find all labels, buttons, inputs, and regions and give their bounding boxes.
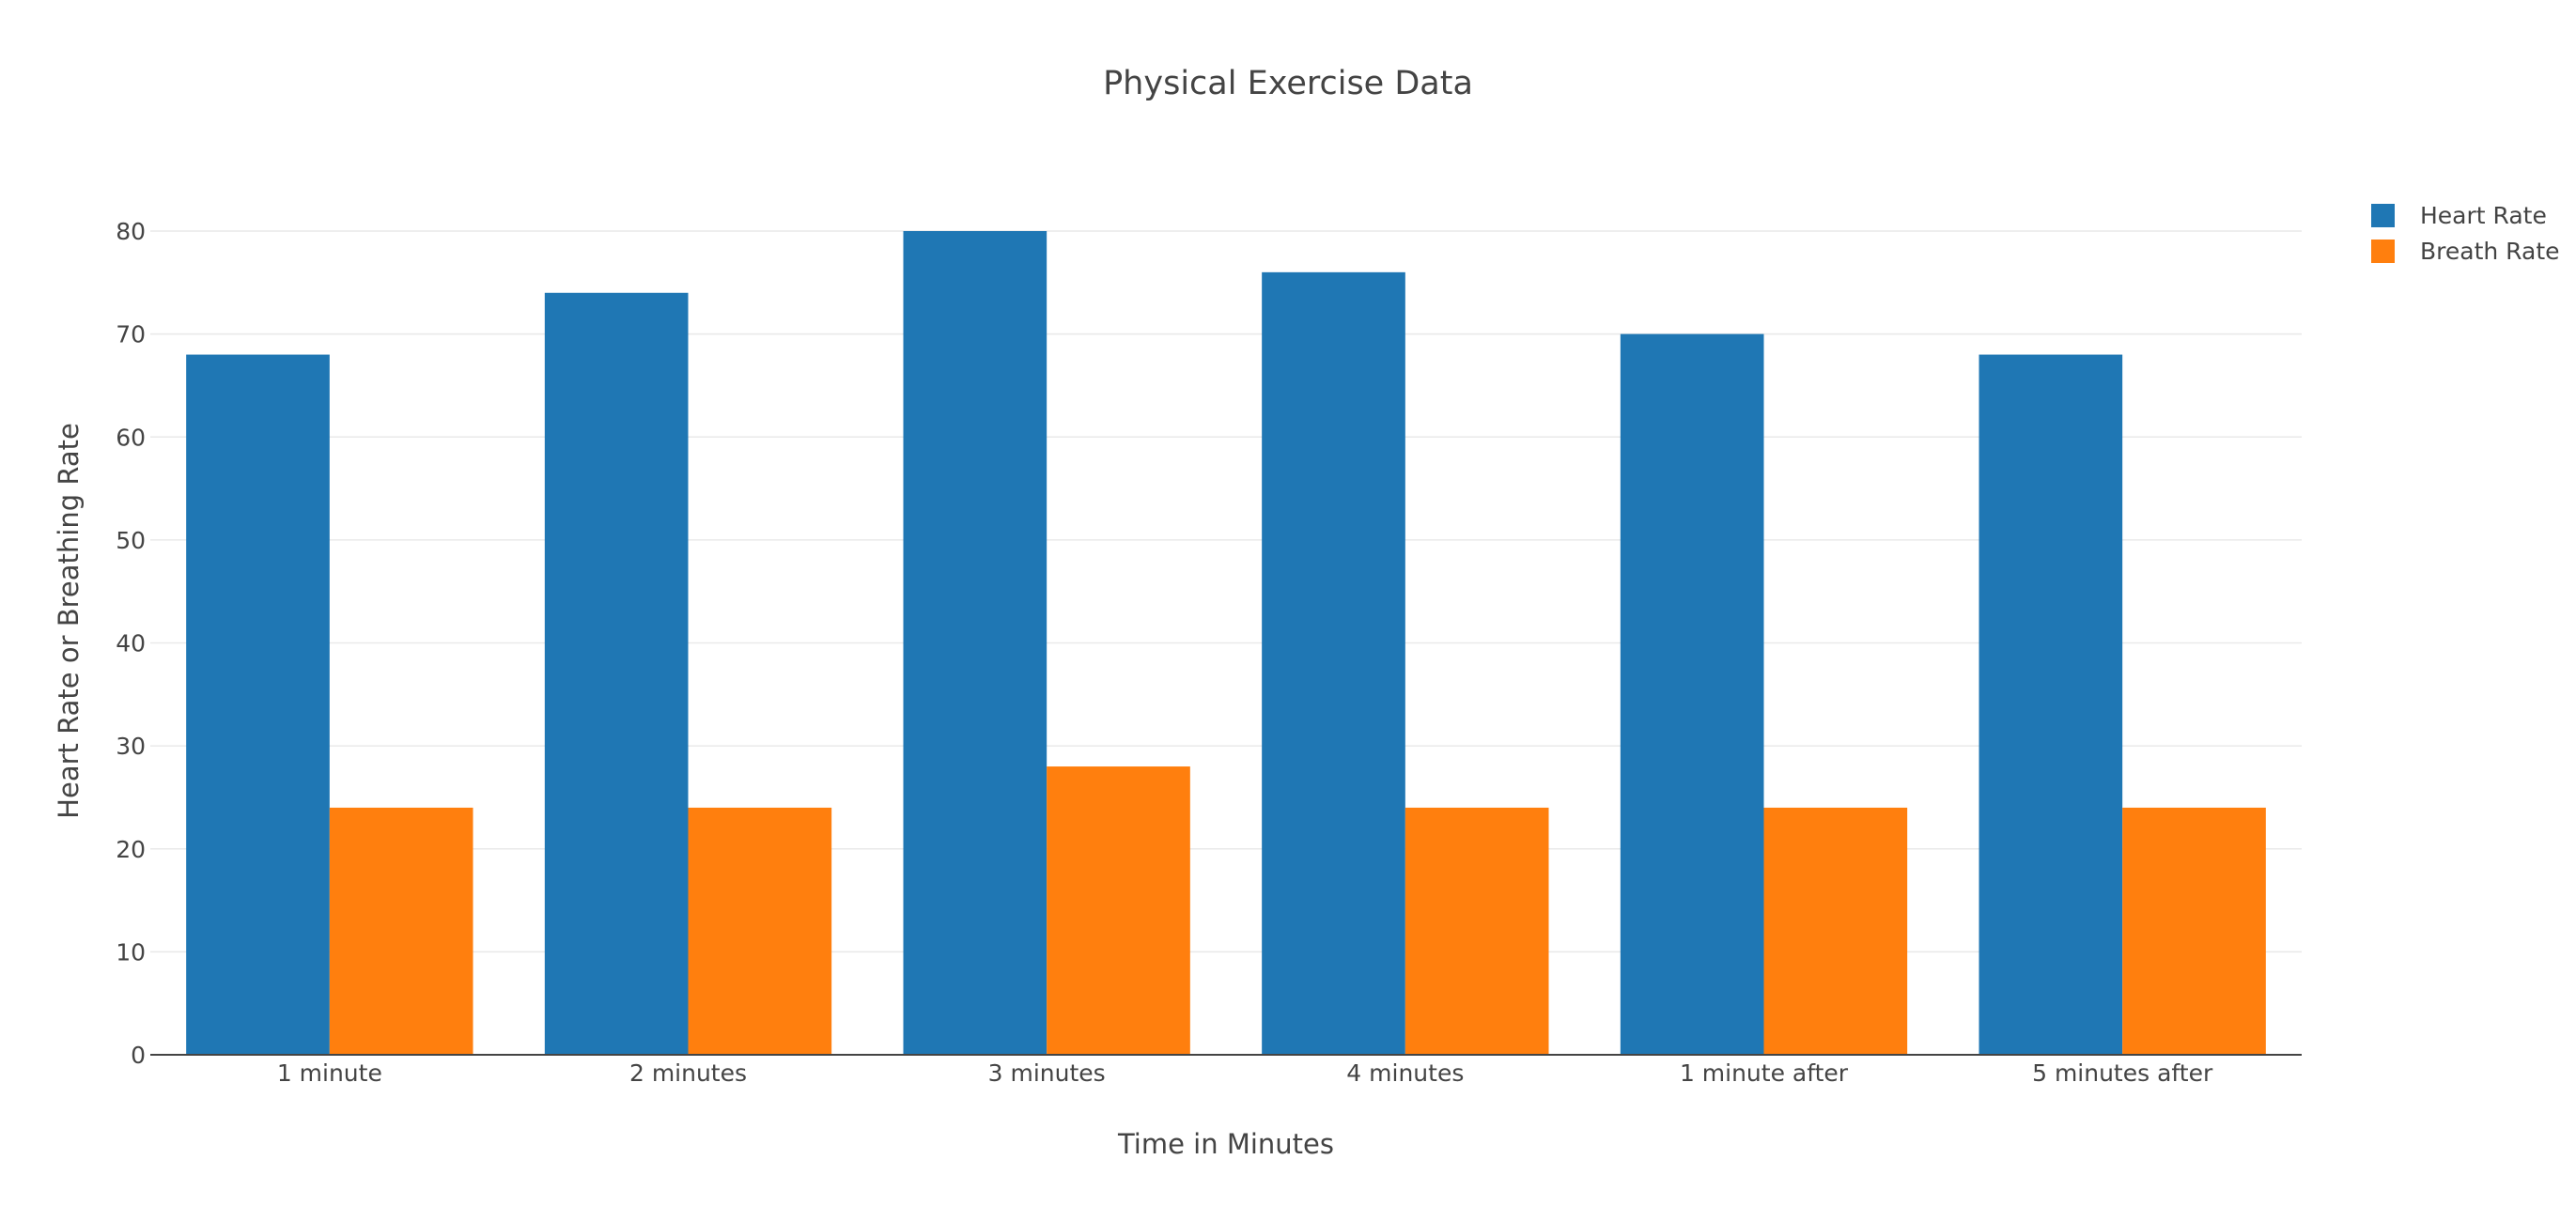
heart-rate-bar[interactable] bbox=[903, 231, 1047, 1055]
legend-label: Heart Rate bbox=[2420, 202, 2547, 229]
heart-rate-bar[interactable] bbox=[1620, 333, 1764, 1055]
legend-label: Breath Rate bbox=[2420, 238, 2560, 265]
legend-swatch bbox=[2371, 240, 2395, 263]
y-tick-label: 80 bbox=[116, 218, 146, 245]
y-tick-label: 70 bbox=[116, 321, 146, 348]
breath-rate-bar[interactable] bbox=[1047, 766, 1190, 1055]
y-tick-label: 50 bbox=[116, 527, 146, 554]
x-tick-label: 4 minutes bbox=[1346, 1059, 1464, 1087]
breath-rate-bar[interactable] bbox=[2122, 807, 2266, 1055]
legend-swatch bbox=[2371, 204, 2395, 227]
breath-rate-bar[interactable] bbox=[329, 807, 473, 1055]
bars bbox=[186, 231, 2266, 1056]
y-tick-label: 30 bbox=[116, 733, 146, 760]
y-tick-label: 60 bbox=[116, 424, 146, 451]
x-tick-label: 5 minutes after bbox=[2032, 1059, 2213, 1087]
axes: 0 10 20 30 40 50 60 70 80 1 minute 2 minutes 3 minu… bbox=[116, 218, 2302, 1087]
legend-item[interactable]: Heart Rate bbox=[2371, 202, 2547, 229]
gridlines bbox=[150, 230, 2302, 953]
y-tick-label: 40 bbox=[116, 630, 146, 657]
chart-title: Physical Exercise Data bbox=[1103, 65, 1473, 102]
x-tick-label: 1 minute after bbox=[1680, 1059, 1849, 1087]
y-tick-label: 10 bbox=[116, 938, 146, 966]
breath-rate-bar[interactable] bbox=[688, 807, 832, 1055]
x-tick-label: 2 minutes bbox=[629, 1059, 747, 1087]
y-axis-title: Heart Rate or Breathing Rate bbox=[53, 423, 85, 819]
x-tick-label: 1 minute bbox=[277, 1059, 382, 1087]
heart-rate-bar[interactable] bbox=[1979, 354, 2123, 1055]
y-tick-label: 20 bbox=[116, 836, 146, 863]
breath-rate-bar[interactable] bbox=[1404, 807, 1549, 1055]
x-tick-label: 3 minutes bbox=[988, 1059, 1106, 1087]
y-tick-label: 0 bbox=[131, 1042, 146, 1069]
heart-rate-bar[interactable] bbox=[1262, 271, 1405, 1056]
breath-rate-bar[interactable] bbox=[1763, 807, 1908, 1055]
heart-rate-bar[interactable] bbox=[186, 354, 330, 1055]
legend[interactable]: Heart Rate Breath Rate bbox=[2371, 202, 2560, 265]
legend-item[interactable]: Breath Rate bbox=[2371, 238, 2560, 265]
heart-rate-bar[interactable] bbox=[544, 292, 689, 1055]
x-axis-title: Time in Minutes bbox=[1117, 1128, 1334, 1160]
